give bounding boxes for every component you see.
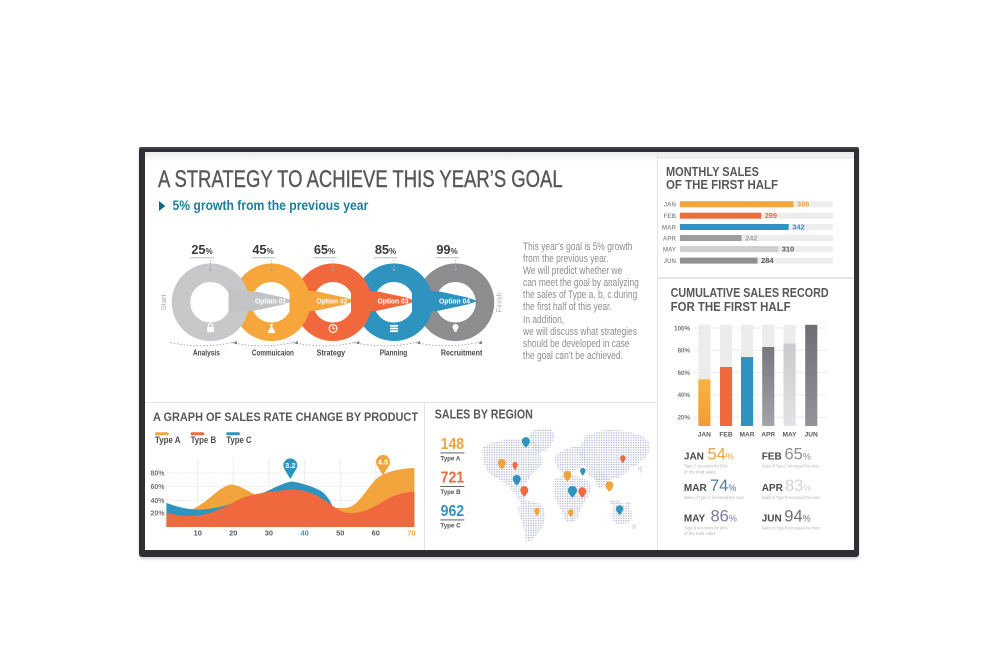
svg-text:MAY: MAY [663,246,677,253]
svg-text:APR: APR [762,483,784,494]
svg-text:JAN: JAN [684,451,704,462]
svg-text:MAY: MAY [684,513,706,524]
svg-text:10: 10 [194,529,202,538]
svg-text:3.2: 3.2 [285,461,296,470]
svg-text:25%: 25% [191,242,212,257]
svg-text:342: 342 [793,223,805,232]
svg-text:80%: 80% [678,347,691,354]
svg-text:299: 299 [765,211,777,220]
svg-text:Planning: Planning [380,347,408,357]
svg-text:CUMULATIVE SALES RECORD: CUMULATIVE SALES RECORD [671,285,829,300]
svg-text:20: 20 [229,529,237,538]
svg-text:APR: APR [663,235,677,242]
svg-text:Start: Start [159,293,168,310]
svg-text:20%: 20% [150,511,165,518]
svg-text:80%: 80% [150,470,165,477]
svg-text:of the total sales.: of the total sales. [684,531,717,536]
svg-text:310: 310 [782,245,794,254]
svg-text:Type A: Type A [440,455,460,462]
svg-text:74%: 74% [710,477,736,495]
svg-text:Type B accounts for 40%: Type B accounts for 40% [684,525,728,530]
svg-text:Type C accounts for 50%: Type C accounts for 50% [684,463,728,468]
svg-text:284: 284 [761,256,774,265]
svg-text:60%: 60% [150,484,165,491]
svg-text:99%: 99% [436,242,457,257]
svg-text:85%: 85% [375,242,396,257]
svg-text:100%: 100% [674,325,690,332]
svg-text:Sales of Type B increased the: Sales of Type B increased the most [762,525,821,530]
svg-text:Recruitment: Recruitment [441,347,483,357]
svg-text:APR: APR [762,431,776,438]
svg-text:MAR: MAR [740,431,755,438]
svg-text:83%: 83% [785,477,811,495]
svg-text:A GRAPH OF SALES RATE CHANGE B: A GRAPH OF SALES RATE CHANGE BY PRODUCT [153,410,418,424]
svg-text:Type B: Type B [191,435,217,445]
svg-text:242: 242 [745,234,757,243]
svg-text:4.5: 4.5 [378,458,389,467]
svg-text:Option 04: Option 04 [439,297,470,306]
svg-text:30: 30 [265,529,273,538]
svg-text:Type C: Type C [440,522,461,529]
svg-text:JUN: JUN [762,513,782,524]
svg-text:60: 60 [372,529,380,538]
svg-text:Sales of Type B increased the: Sales of Type B increased the most. [762,495,821,500]
svg-text:MAR: MAR [684,483,708,494]
svg-text:94%: 94% [785,507,811,525]
svg-text:50: 50 [336,529,344,538]
svg-text:of the total sales.: of the total sales. [684,469,717,474]
svg-text:MAY: MAY [783,431,798,438]
svg-text:65%: 65% [314,242,335,257]
svg-text:FEB: FEB [762,451,782,462]
svg-text:Option 01: Option 01 [255,297,286,306]
svg-text:40%: 40% [678,392,691,399]
svg-text:40%: 40% [150,498,165,505]
svg-text:Commuicaion: Commuicaion [252,347,294,357]
svg-text:65%: 65% [785,445,811,463]
svg-text:54%: 54% [708,445,734,463]
svg-text:Option 03: Option 03 [378,297,409,306]
svg-text:86%: 86% [711,507,737,525]
svg-text:306: 306 [797,200,809,209]
svg-text:Type C: Type C [226,435,252,445]
svg-text:962: 962 [440,503,464,520]
svg-text:FOR THE FIRST HALF: FOR THE FIRST HALF [671,299,791,314]
svg-text:JUN: JUN [805,431,818,438]
svg-text:Analysis: Analysis [193,347,220,357]
svg-text:Sales of Type C increased the: Sales of Type C increased the most. [762,463,820,468]
svg-text:148: 148 [440,436,464,453]
svg-text:20%: 20% [678,414,691,421]
svg-text:SALES BY REGION: SALES BY REGION [434,407,532,422]
svg-text:OF THE FIRST HALF: OF THE FIRST HALF [666,177,778,192]
svg-text:721: 721 [440,470,464,487]
svg-text:Type A: Type A [155,435,181,445]
svg-text:JAN: JAN [698,431,711,438]
svg-text:MONTHLY SALES: MONTHLY SALES [666,164,759,179]
svg-text:Sales of Type C increased the: Sales of Type C increased the most [684,495,745,500]
svg-text:60%: 60% [678,369,691,376]
svg-text:Strategy: Strategy [317,347,346,357]
svg-text:Finish: Finish [495,292,504,312]
svg-text:JAN: JAN [664,202,677,209]
svg-text:Type B: Type B [440,489,461,496]
svg-text:45%: 45% [252,242,273,257]
svg-text:40: 40 [300,529,308,538]
svg-text:FEB: FEB [720,431,733,438]
svg-text:JUN: JUN [664,258,677,265]
svg-text:70: 70 [407,529,415,538]
svg-text:FEB: FEB [664,213,677,220]
svg-text:Option 02: Option 02 [317,297,348,306]
svg-text:MAR: MAR [662,224,677,231]
